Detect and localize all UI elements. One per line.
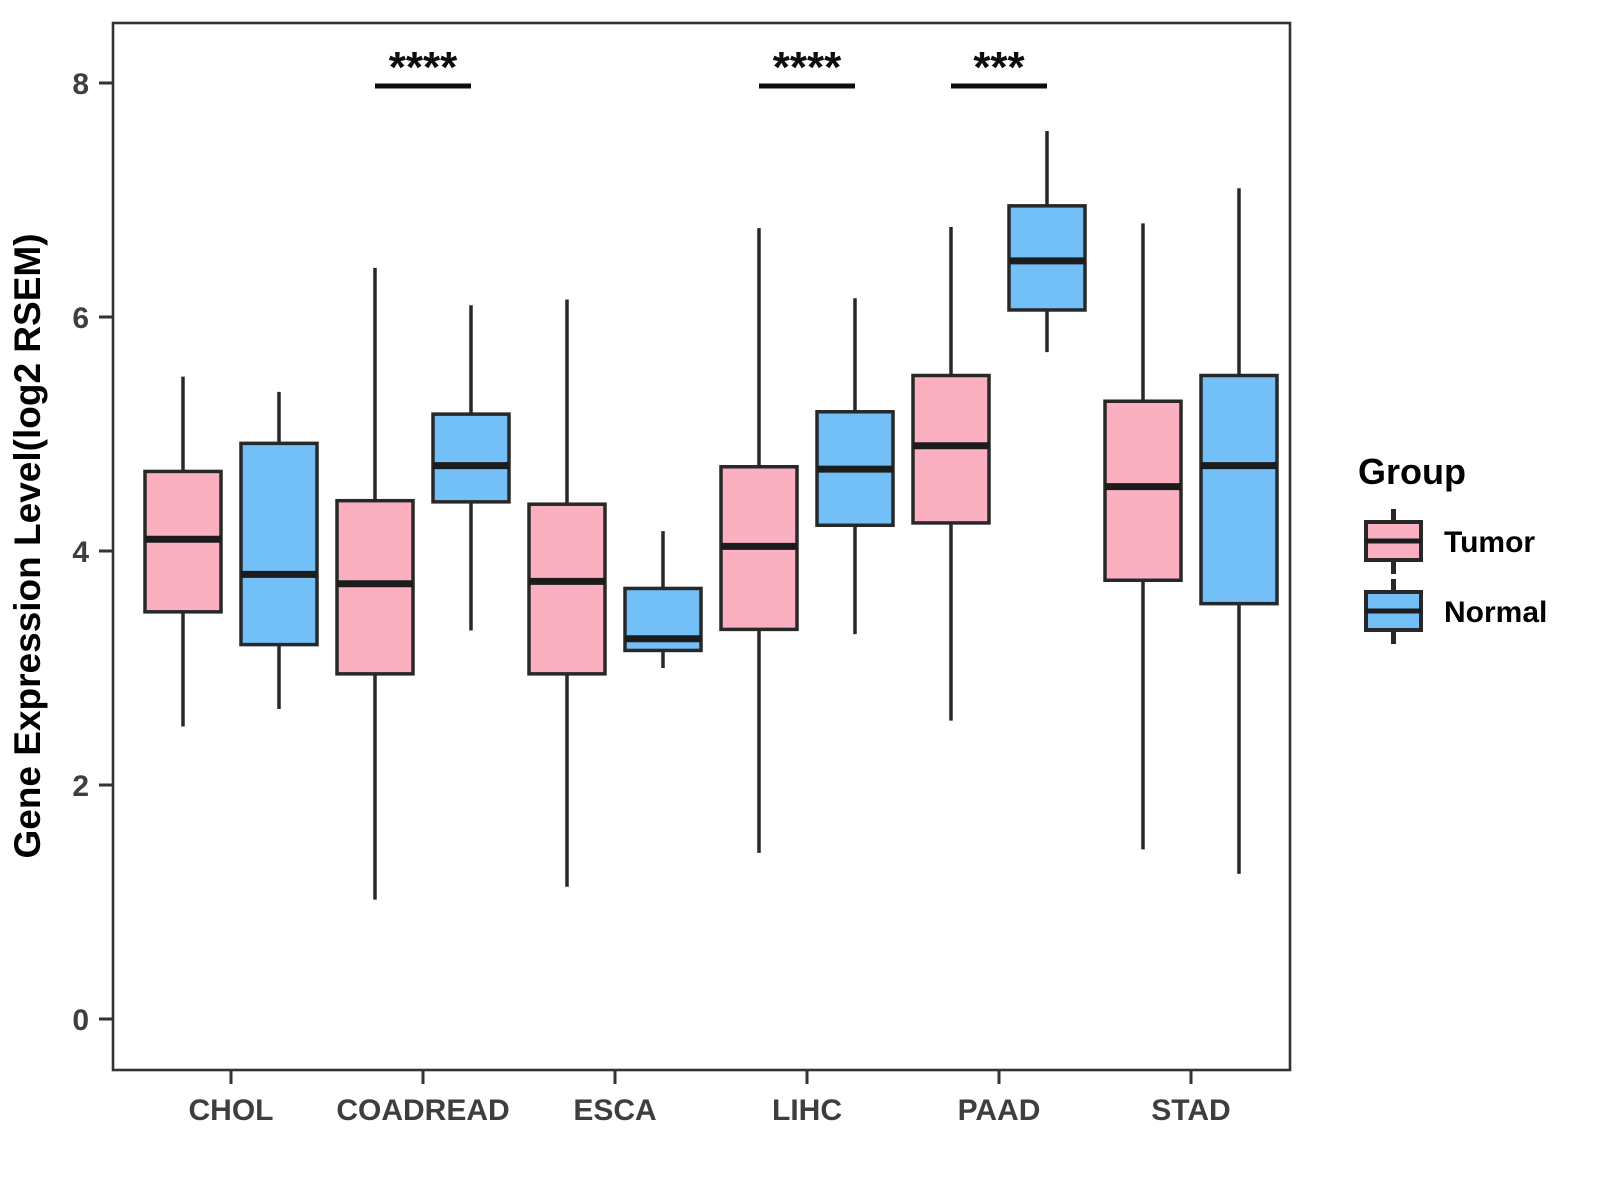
box-Normal-STAD — [1199, 373, 1279, 606]
significance-stars-PAAD: *** — [973, 43, 1025, 92]
legend-title: Group — [1358, 451, 1466, 492]
y-tick-label-0: 0 — [72, 1004, 89, 1037]
significance-stars-COADREAD: **** — [389, 43, 458, 92]
plot-panel-border — [111, 21, 1292, 1072]
box-Tumor-ESCA — [527, 502, 607, 676]
significance-stars-LIHC: **** — [773, 43, 842, 92]
x-tick-label-LIHC: LIHC — [772, 1094, 842, 1127]
x-tick-label-CHOL: CHOL — [189, 1094, 274, 1127]
y-tick-label-6: 6 — [72, 302, 89, 335]
x-tick-label-COADREAD: COADREAD — [336, 1094, 509, 1127]
box-Normal-COADREAD — [431, 412, 511, 504]
legend-key-tumor-icon — [1364, 509, 1423, 574]
x-tick-label-STAD: STAD — [1151, 1094, 1230, 1127]
y-tick-label-2: 2 — [72, 770, 89, 803]
y-axis-title: Gene Expression Level(log2 RSEM) — [7, 233, 48, 858]
box-Tumor-PAAD — [911, 373, 991, 525]
x-tick-label-PAAD: PAAD — [958, 1094, 1041, 1127]
y-tick-label-8: 8 — [72, 68, 89, 101]
x-tick-label-ESCA: ESCA — [573, 1094, 656, 1127]
box-Normal-CHOL — [239, 441, 319, 647]
legend: Group Tumor Normal — [1358, 451, 1547, 644]
box-Tumor-STAD — [1103, 399, 1183, 582]
y-tick-label-4: 4 — [72, 536, 89, 569]
legend-label-normal: Normal — [1444, 596, 1547, 629]
box-Tumor-COADREAD — [335, 498, 415, 676]
legend-label-tumor: Tumor — [1444, 526, 1535, 559]
legend-key-normal-icon — [1364, 579, 1423, 644]
